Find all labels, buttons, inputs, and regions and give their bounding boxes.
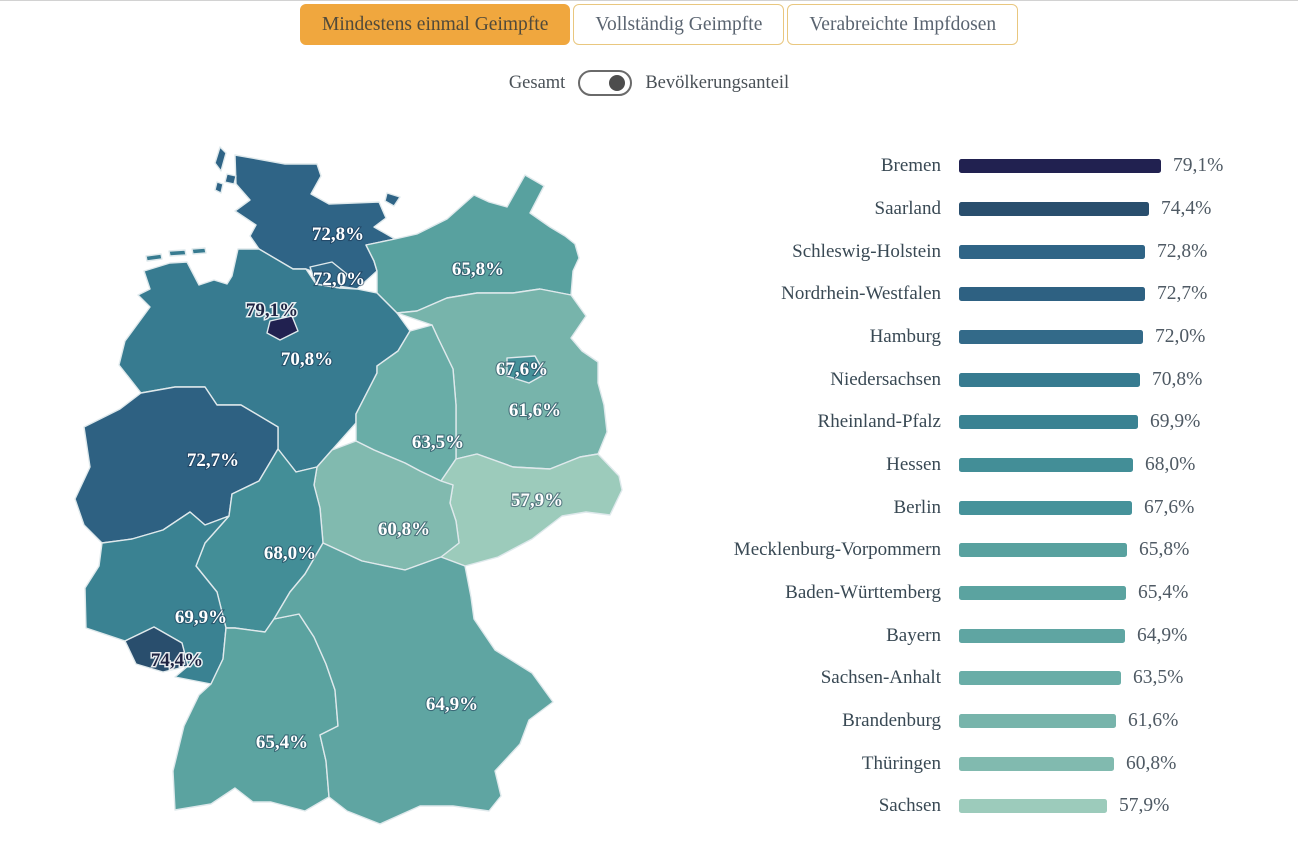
map-value-label-schleswig-holstein: 72,8% — [312, 224, 364, 245]
state-bar-mecklenburg-vorpommern — [959, 543, 1127, 558]
state-name-label: Sachsen — [878, 795, 941, 817]
state-value-label: 68,0% — [1145, 453, 1196, 475]
bar-chart-row: Thüringen 60,8% — [690, 742, 1223, 785]
state-bar-hessen — [959, 457, 1133, 472]
state-bar-thueringen — [959, 756, 1114, 771]
state-value-label: 60,8% — [1126, 752, 1177, 774]
mode-toggle-row: Gesamt Bevölkerungsanteil — [0, 70, 1298, 96]
state-bar-saarland — [959, 201, 1149, 216]
bar-chart-row: Hessen 68,0% — [690, 444, 1223, 487]
tab-verabreichte-impfdosen[interactable]: Verabreichte Impfdosen — [787, 4, 1019, 45]
state-bar-rheinland-pfalz — [959, 415, 1138, 430]
bar-chart-row: Bayern 64,9% — [690, 614, 1223, 657]
state-value-label: 70,8% — [1152, 368, 1203, 390]
north-frisian-islands — [214, 146, 401, 207]
map-value-label-baden-wuerttemberg: 65,4% — [256, 732, 308, 753]
state-name-label: Thüringen — [861, 752, 941, 774]
bar-chart-row: Bremen 79,1% — [690, 145, 1224, 188]
bar-chart-row: Saarland 74,4% — [690, 188, 1223, 231]
state-bar-bremen — [959, 159, 1161, 174]
bar-chart-row: Berlin 67,6% — [690, 486, 1223, 529]
state-name-label: Bremen — [880, 155, 941, 177]
state-name-label: Bayern — [886, 624, 941, 646]
map-region-saarland[interactable] — [124, 626, 189, 673]
state-value-label: 63,5% — [1133, 667, 1184, 689]
state-value-label: 64,9% — [1137, 624, 1188, 646]
east-frisian-islands — [145, 247, 207, 262]
tab-vollstaendig-geimpfte[interactable]: Vollständig Geimpfte — [573, 4, 785, 45]
map-value-label-saarland: 74,4% — [151, 650, 203, 671]
state-name-label: Mecklenburg-Vorpommern — [733, 539, 941, 561]
bar-chart-row: Sachsen 57,9% — [690, 785, 1223, 828]
state-value-label: 69,9% — [1150, 411, 1201, 433]
map-region-bremen[interactable] — [266, 315, 299, 341]
map-region-bayern[interactable] — [273, 542, 554, 825]
map-value-label-niedersachsen: 70,8% — [281, 349, 333, 370]
view-tabs: Mindestens einmal Geimpfte Vollständig G… — [300, 4, 1019, 45]
state-bar-baden-wuerttemberg — [959, 585, 1126, 600]
map-value-label-nordrhein-westfalen: 72,7% — [187, 450, 239, 471]
state-name-label: Rheinland-Pfalz — [817, 411, 941, 433]
map-value-label-bremen: 79,1% — [246, 300, 298, 321]
bar-chart-row: Sachsen-Anhalt 63,5% — [690, 657, 1223, 700]
state-value-label: 67,6% — [1144, 496, 1195, 518]
germany-choropleth-map: 79,1% 74,4% 72,8% 72,7% 72,0% 70,8% 69,9% 68,0%… — [74, 146, 623, 825]
mode-toggle-switch[interactable] — [578, 70, 633, 96]
state-name-label: Berlin — [893, 496, 942, 518]
map-value-label-sachsen-anhalt: 63,5% — [412, 432, 464, 453]
state-value-label: 72,8% — [1157, 240, 1208, 262]
state-bar-brandenburg — [959, 713, 1116, 728]
state-name-label: Brandenburg — [842, 709, 941, 731]
bar-chart-row: Rheinland-Pfalz 69,9% — [690, 401, 1223, 444]
state-bar-berlin — [959, 500, 1132, 515]
map-value-label-bayern: 64,9% — [426, 694, 478, 715]
state-value-label: 79,1% — [1173, 155, 1224, 177]
toggle-label-bevoelkerungsanteil: Bevölkerungsanteil — [645, 72, 790, 93]
map-value-label-sachsen: 57,9% — [511, 490, 563, 511]
map-region-berlin[interactable] — [506, 355, 546, 384]
map-value-label-berlin: 67,6% — [496, 359, 548, 380]
bar-chart-row: Brandenburg 61,6% — [690, 700, 1223, 743]
state-value-label: 74,4% — [1161, 197, 1212, 219]
state-name-label: Niedersachsen — [830, 368, 941, 390]
map-value-label-hessen: 68,0% — [264, 543, 316, 564]
bar-chart-row: Niedersachsen 70,8% — [690, 358, 1223, 401]
map-value-label-rheinland-pfalz: 69,9% — [175, 607, 227, 628]
bar-chart-row: Mecklenburg-Vorpommern 65,8% — [690, 529, 1223, 572]
state-bar-chart: Bremen 79,1% Saarland 74,4% Schleswig-Ho… — [690, 145, 1224, 828]
tab-mindestens-einmal-geimpfte[interactable]: Mindestens einmal Geimpfte — [300, 4, 571, 45]
map-value-label-mecklenburg-vorpommern: 65,8% — [452, 259, 504, 280]
state-value-label: 61,6% — [1128, 709, 1179, 731]
state-bar-sachsen — [959, 799, 1107, 814]
map-value-label-hamburg: 72,0% — [313, 269, 365, 290]
state-name-label: Hessen — [886, 453, 941, 475]
state-bar-bayern — [959, 628, 1125, 643]
map-value-label-brandenburg: 61,6% — [509, 400, 561, 421]
state-value-label: 65,4% — [1138, 581, 1189, 603]
bar-chart-row: Schleswig-Holstein 72,8% — [690, 230, 1223, 273]
state-name-label: Schleswig-Holstein — [792, 240, 941, 262]
toggle-knob-icon — [609, 75, 626, 91]
state-name-label: Baden-Württemberg — [785, 581, 941, 603]
state-bar-niedersachsen — [959, 372, 1140, 387]
bar-chart-row: Baden-Württemberg 65,4% — [690, 572, 1223, 615]
state-name-label: Sachsen-Anhalt — [820, 667, 941, 689]
bar-chart-row: Hamburg 72,0% — [690, 316, 1223, 359]
map-value-label-thueringen: 60,8% — [378, 519, 430, 540]
state-name-label: Nordrhein-Westfalen — [781, 283, 941, 305]
state-bar-hamburg — [959, 329, 1143, 344]
state-value-label: 57,9% — [1119, 795, 1170, 817]
state-bar-schleswig-holstein — [959, 244, 1145, 259]
bar-chart-row: Nordrhein-Westfalen 72,7% — [690, 273, 1223, 316]
state-name-label: Hamburg — [869, 325, 941, 347]
state-value-label: 72,0% — [1155, 325, 1206, 347]
map-region-hamburg[interactable] — [309, 261, 348, 289]
state-value-label: 65,8% — [1139, 539, 1190, 561]
state-name-label: Saarland — [874, 197, 941, 219]
state-bar-sachsen-anhalt — [959, 671, 1121, 686]
toggle-label-gesamt: Gesamt — [508, 72, 566, 93]
state-value-label: 72,7% — [1157, 283, 1208, 305]
state-bar-nordrhein-westfalen — [959, 287, 1145, 302]
